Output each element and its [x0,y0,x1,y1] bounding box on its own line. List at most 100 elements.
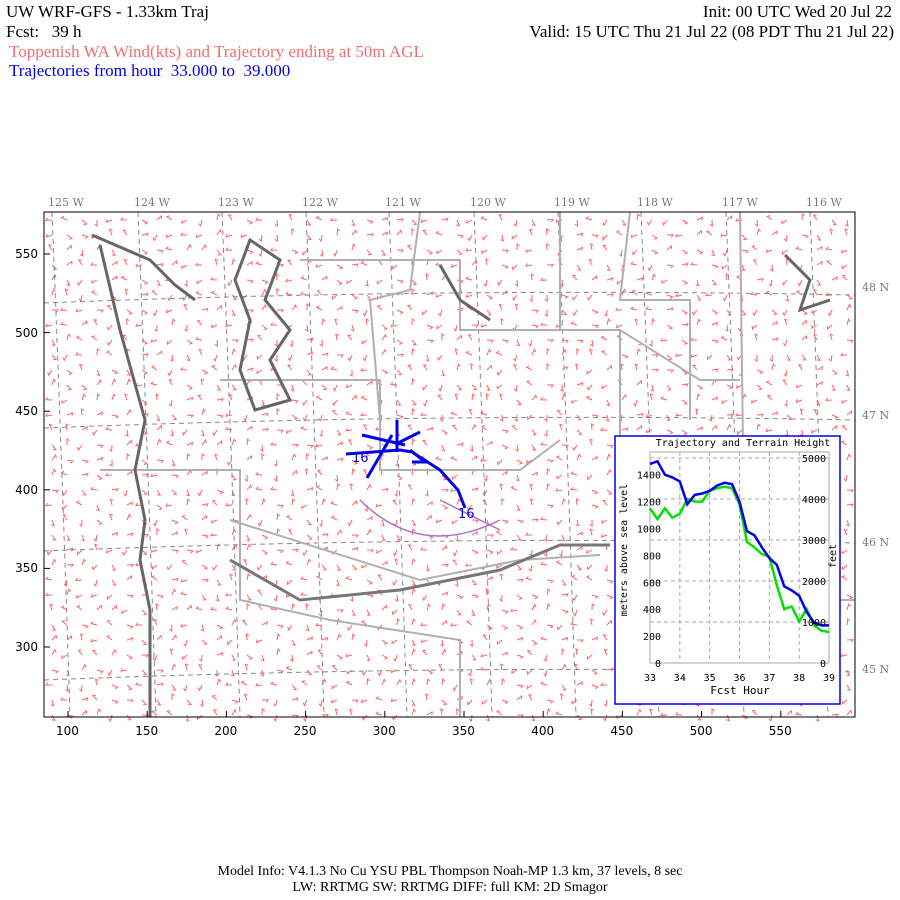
wind-barb [771,411,778,416]
wind-barb [60,605,68,611]
wind-barb [201,307,209,312]
wind-barb [516,243,520,251]
wind-barb [471,530,478,536]
wind-barb [600,533,608,538]
wind-barb [496,639,503,646]
wind-barb [411,678,416,686]
wind-barb [633,399,638,407]
wind-barb [366,579,374,585]
wind-barb [381,333,387,341]
longitude-label: 116 W [806,196,842,209]
wind-barb [526,684,533,690]
wind-barb [471,519,479,523]
wind-barb [276,309,284,313]
chart-x-tick: 34 [674,673,686,684]
wind-barb [318,234,323,242]
wind-barb [243,414,248,422]
wind-barb [286,364,293,371]
wind-barb [392,499,398,506]
wind-barb [305,603,310,611]
wind-barb [122,549,128,556]
wind-barb [216,543,221,551]
wind-barb [306,453,310,461]
wind-barb [151,564,158,570]
wind-barb [185,714,190,722]
wind-barb [465,247,473,252]
wind-barb [441,429,449,435]
wind-barb [181,654,188,661]
wind-barb [768,714,773,722]
wind-barb [195,549,203,554]
wind-barb [621,393,627,401]
wind-barb [51,354,58,361]
wind-barb [456,249,463,256]
wind-barb [171,474,179,479]
wind-barb [801,212,805,221]
wind-barb [721,264,728,270]
wind-barb [606,579,614,584]
wind-barb [184,324,188,332]
wind-barb [316,469,323,476]
wind-barb [362,354,368,362]
wind-barb [501,609,509,614]
wind-barb [441,544,448,551]
wind-barb [141,219,149,225]
longitude-label: 125 W [48,196,84,209]
wind-barb [467,669,473,677]
wind-barb [287,624,293,632]
longitude-label: 120 W [470,196,506,209]
wind-barb [201,453,205,461]
wind-barb [827,309,833,317]
wind-barb [531,394,538,401]
wind-barb [197,394,203,401]
wind-barb [411,558,416,566]
wind-barb [390,698,398,702]
wind-barb [438,664,443,671]
wind-barb [546,579,554,584]
wind-barb [411,219,418,226]
wind-barb [576,382,584,386]
wind-barb [216,304,223,311]
wind-barb [109,444,113,452]
wind-barb [591,324,599,329]
wind-barb [840,653,848,657]
wind-barb [210,276,218,281]
wind-barb [214,339,218,347]
wind-barb [486,714,491,722]
wind-barb [841,274,848,281]
wind-barb [317,649,323,656]
wind-barb [214,669,218,677]
wind-barb [572,609,578,617]
wind-barb [306,219,312,226]
wind-barb [231,474,237,481]
wind-barb [601,384,608,390]
wind-barb [106,594,113,600]
wind-barb [811,309,818,315]
wind-barb [516,684,524,689]
wind-barb [105,219,113,223]
wind-barb [168,378,173,386]
wind-barb [471,423,477,431]
wind-barb [244,474,248,482]
wind-barb [305,324,309,332]
wind-barb [516,459,524,465]
y-tick-label: 300 [15,640,38,654]
wind-barb [180,591,188,596]
wind-barb [480,653,488,658]
wind-barb [681,369,689,375]
wind-barb [45,233,53,238]
wind-barb [66,459,74,464]
wind-barb [512,364,518,371]
wind-barb [846,453,852,461]
wind-barb [496,384,503,390]
wind-barb [171,663,177,671]
wind-barb [351,609,357,616]
wind-barb [230,669,235,677]
init-time: Init: 00 UTC Wed 20 Jul 22 [702,2,892,21]
wind-barb [321,365,328,371]
wind-barb [468,714,473,722]
wind-barb [376,549,383,554]
wind-barb [360,620,368,626]
wind-barb [591,275,598,281]
wind-barb [156,424,163,431]
